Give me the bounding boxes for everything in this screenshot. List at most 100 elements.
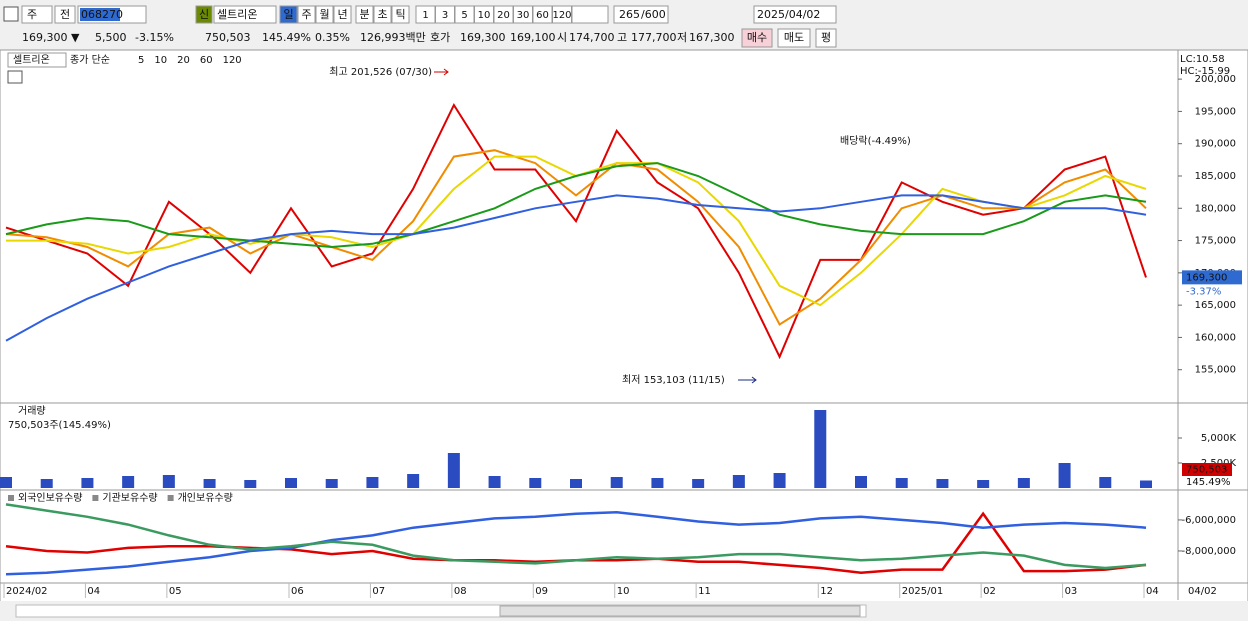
interval-text[interactable]: 1: [422, 10, 428, 21]
info-ask: 169,300: [460, 31, 506, 44]
interval-text[interactable]: 5: [461, 10, 467, 21]
count[interactable]: 265: [619, 8, 640, 21]
dropdown[interactable]: [571, 5, 609, 24]
info-open: 174,700: [569, 31, 615, 44]
volume-bar: [40, 479, 53, 488]
period-button[interactable]: [355, 5, 374, 24]
info-price: 169,300 ▼: [22, 31, 80, 44]
y-tick-label: 200,000: [1195, 74, 1236, 85]
stock-code[interactable]: 068270: [81, 8, 123, 21]
y-tick-label: 190,000: [1195, 139, 1236, 150]
y-tick-label: -6,000,000: [1181, 515, 1236, 526]
period-select[interactable]: [21, 5, 53, 24]
count-box[interactable]: [613, 5, 669, 24]
avg-button[interactable]: [815, 28, 837, 48]
stock-name[interactable]: 셀트리온: [217, 8, 257, 21]
y-tick-label: 160,000: [1195, 332, 1236, 343]
period-text[interactable]: 분: [359, 8, 369, 21]
legend-entry: 개인보유수량: [178, 492, 233, 504]
buy-button[interactable]: [741, 28, 773, 48]
period-text[interactable]: 주: [301, 8, 311, 21]
interval-text[interactable]: 60: [536, 10, 549, 21]
legend-entry: 20: [177, 55, 190, 66]
max-count: /600: [641, 8, 666, 21]
x-tick-label: 05: [169, 586, 182, 597]
x-tick-label: 2024/02: [6, 586, 48, 597]
volume-bar: [814, 410, 827, 488]
period-button[interactable]: [315, 5, 334, 24]
avg-text[interactable]: 평: [821, 31, 831, 44]
volume-bar: [570, 479, 582, 488]
info-turnover: 0.35%: [315, 31, 350, 44]
interval-text[interactable]: 10: [478, 10, 491, 21]
series-line: [5, 102, 1147, 360]
legend-prefix: 종가 단순: [70, 54, 110, 66]
last-change: -3.37%: [1186, 286, 1221, 297]
prev-button[interactable]: [54, 5, 76, 24]
panel-title: 거래량: [18, 405, 46, 417]
volume-bar: [610, 477, 623, 488]
interval-text[interactable]: 30: [517, 10, 530, 21]
legend-entry: 120: [223, 55, 242, 66]
period-button[interactable]: [333, 5, 352, 24]
period-button[interactable]: [297, 5, 316, 24]
date-box[interactable]: [753, 5, 837, 24]
volume-bar: [732, 475, 745, 488]
stock-name-box[interactable]: [213, 5, 277, 24]
info-high: 177,700: [631, 31, 677, 44]
info-ask-label: 호가: [430, 31, 450, 44]
period-button[interactable]: [391, 5, 410, 24]
period-text[interactable]: 일: [283, 7, 293, 21]
info-amount: 126,993백만: [360, 31, 426, 44]
volume-bar: [366, 477, 379, 488]
x-tick-label: 2025/01: [902, 586, 944, 597]
interval-text[interactable]: 3: [442, 10, 448, 21]
cursor-date: 04/02: [1188, 586, 1217, 597]
period-text[interactable]: 년: [337, 8, 347, 21]
sell-button[interactable]: [777, 28, 811, 48]
buy-text[interactable]: 매수: [747, 31, 767, 44]
volume-bar: [488, 476, 501, 488]
scroll-thumb[interactable]: [499, 605, 861, 617]
info-low-label: 저: [677, 31, 687, 44]
info-low: 167,300: [689, 31, 735, 44]
volume-bar: [285, 478, 297, 488]
period-button[interactable]: [279, 5, 298, 24]
x-tick-label: 03: [1065, 586, 1078, 597]
y-tick-label: -8,000,000: [1181, 546, 1236, 557]
period-button[interactable]: [373, 5, 392, 24]
series-line: [5, 503, 1147, 570]
period-text[interactable]: 틱: [395, 8, 405, 21]
x-tick-label: 04: [1146, 586, 1159, 597]
period-text[interactable]: 초: [377, 8, 387, 21]
date[interactable]: 2025/04/02: [757, 8, 820, 21]
interval-text[interactable]: 20: [497, 10, 510, 21]
period-select-text[interactable]: 주: [27, 8, 37, 21]
x-tick-label: 07: [372, 586, 385, 597]
volume-bar: [203, 479, 216, 488]
volume-bar: [244, 480, 257, 488]
prev-button-text[interactable]: 전: [60, 8, 70, 21]
code-highlight: [80, 8, 120, 21]
series-line: [5, 149, 1147, 326]
info-change-rate: -3.15%: [135, 31, 174, 44]
series-line: [5, 194, 1147, 342]
last-volume-box: [1182, 463, 1232, 476]
sell-text[interactable]: 매도: [784, 31, 804, 44]
legend-swatch: [92, 495, 99, 501]
period-text[interactable]: 월: [319, 8, 329, 21]
last-volume-rate: 145.49%: [1186, 477, 1231, 488]
y-tick-label: 165,000: [1195, 300, 1236, 311]
volume-bar: [447, 453, 460, 488]
last-price-box: [1182, 270, 1242, 285]
volume-bar: [1017, 478, 1030, 488]
annotation: 최고 201,526 (07/30): [329, 66, 432, 78]
legend-swatch: [8, 495, 14, 501]
table-icon[interactable]: [7, 70, 23, 84]
interval-text[interactable]: 120: [552, 10, 571, 21]
info-volume-rate: 145.49%: [262, 31, 311, 44]
menu-icon[interactable]: [3, 6, 19, 22]
volume-bar: [1099, 477, 1112, 488]
chart-bg: [0, 49, 1248, 603]
